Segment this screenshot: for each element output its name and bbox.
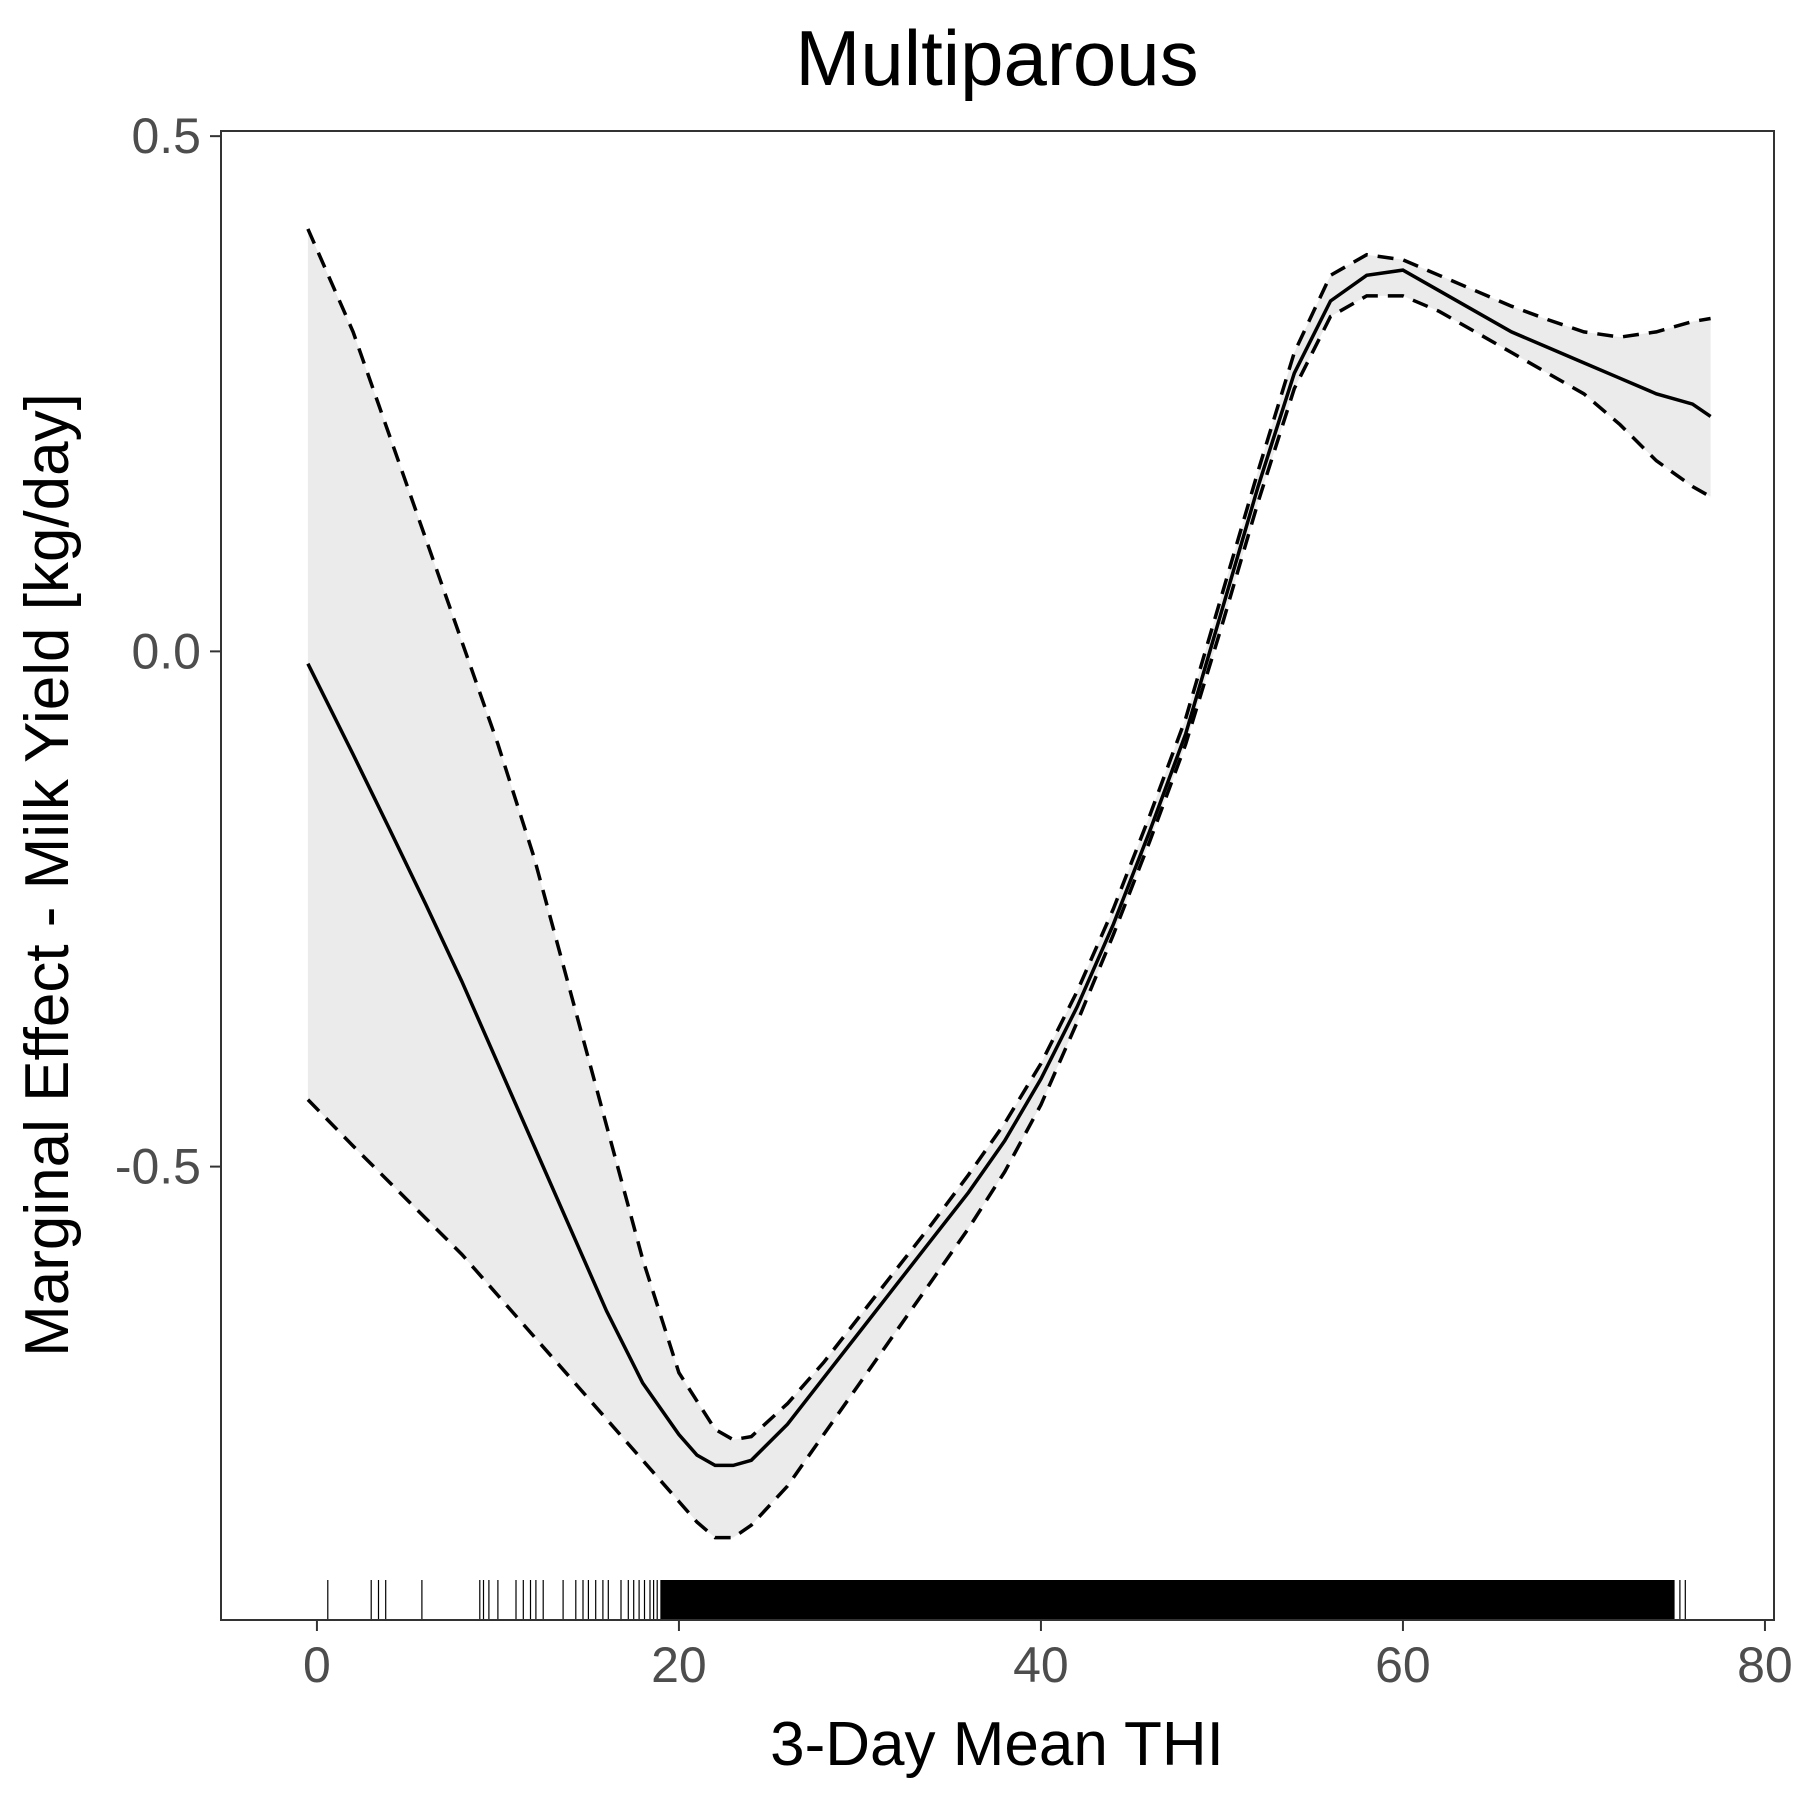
confidence-band [307, 228, 1711, 1538]
x-tick-label: 60 [1375, 1637, 1431, 1693]
y-axis: 0.5 0.0 -0.5 [115, 108, 221, 1195]
x-tick-label: 0 [303, 1637, 331, 1693]
x-axis: 0 20 40 60 80 [303, 1620, 1793, 1693]
y-tick-label: -0.5 [115, 1139, 201, 1195]
confidence-band-layer [307, 228, 1711, 1538]
series-layer [306, 228, 1712, 1540]
series-lower-line [306, 294, 1712, 1540]
chart-title: Multiparous [795, 14, 1198, 102]
rug-layer [327, 1580, 1686, 1620]
x-tick-label: 80 [1737, 1637, 1793, 1693]
series-upper-line [306, 228, 1711, 1442]
x-tick-label: 40 [1013, 1637, 1069, 1693]
x-tick-label: 20 [651, 1637, 707, 1693]
y-tick-label: 0.5 [131, 108, 201, 164]
y-tick-label: 0.0 [131, 623, 201, 679]
plot-frame [220, 130, 1775, 1621]
y-axis-label: Marginal Effect - Milk Yield [kg/day] [13, 393, 82, 1357]
series-estimate-line [306, 268, 1712, 1468]
x-axis-label: 3-Day Mean THI [770, 1710, 1224, 1779]
